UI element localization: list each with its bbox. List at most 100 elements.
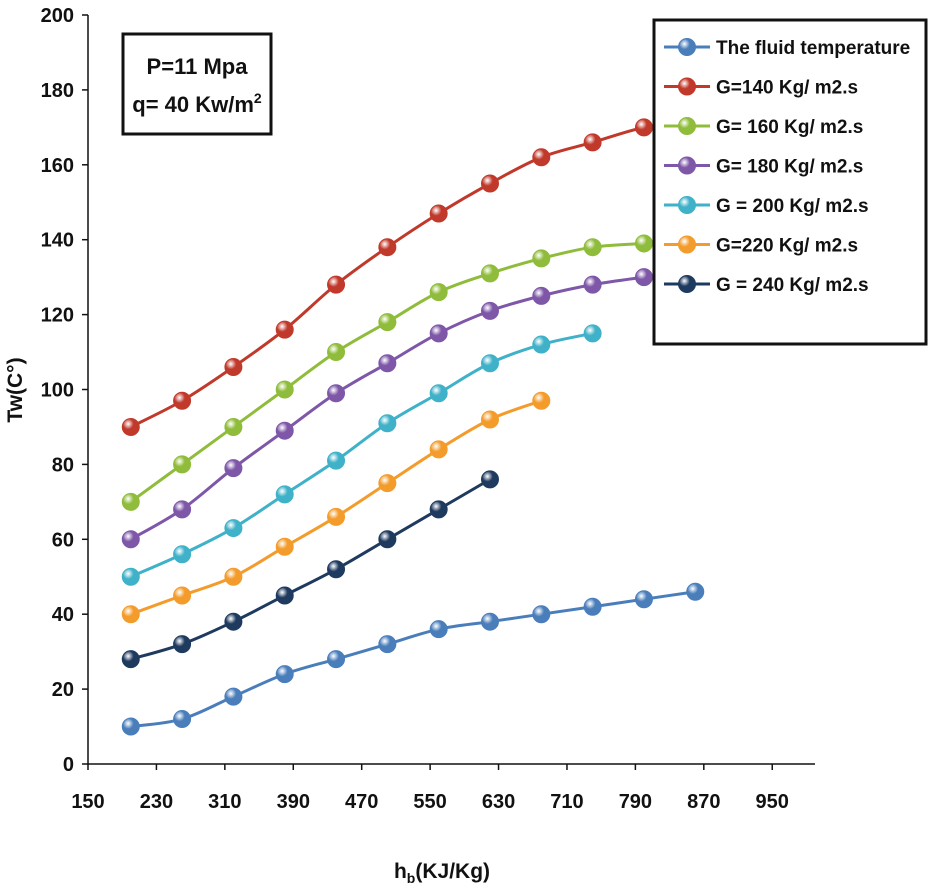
- legend-marker: [678, 38, 696, 56]
- legend-entry: G= 180 Kg/ m2.s: [664, 156, 863, 178]
- y-tick-label: 0: [63, 754, 74, 776]
- axes: 0 20 40 60 80 100 120 140 160 180 200 150 230 310 390…: [41, 5, 815, 813]
- data-point: [378, 530, 397, 549]
- data-point: [378, 354, 397, 373]
- data-point: [121, 492, 140, 511]
- data-point: [634, 268, 653, 287]
- legend-marker: [678, 235, 696, 254]
- data-point: [634, 118, 653, 137]
- series-group: [121, 391, 551, 624]
- data-point: [173, 391, 192, 410]
- legend-label: G = 200 Kg/ m2.s: [716, 196, 869, 217]
- data-point: [224, 459, 243, 478]
- series-line: [129, 241, 645, 504]
- y-tick-label: 100: [41, 380, 74, 402]
- data-point: [480, 174, 499, 193]
- y-tick-label: 80: [52, 454, 74, 476]
- data-point: [532, 335, 551, 354]
- annotation-heat-flux: q= 40 Kw/m2: [132, 90, 262, 117]
- legend-entry: G = 240 Kg/ m2.s: [664, 275, 869, 296]
- y-tick-label: 40: [52, 604, 74, 626]
- data-point: [583, 238, 602, 257]
- data-point: [327, 275, 346, 294]
- series-line: [130, 331, 593, 579]
- x-tick-label: 790: [619, 791, 652, 813]
- annotation-frame: [121, 32, 273, 136]
- y-tick-label: 20: [52, 679, 74, 701]
- x-tick-label: 230: [140, 791, 173, 813]
- series-group: [121, 234, 653, 511]
- x-axis-title-main: h: [394, 860, 407, 883]
- data-point: [429, 440, 448, 459]
- y-tick-label: 60: [52, 529, 74, 551]
- legend-marker: [678, 275, 696, 293]
- data-point: [583, 275, 602, 294]
- legend-label: G= 180 Kg/ m2.s: [716, 157, 863, 178]
- data-point: [378, 313, 397, 332]
- legend-label: G= 160 Kg/ m2.s: [716, 117, 863, 138]
- data-point: [583, 597, 602, 616]
- y-tick-label: 140: [41, 230, 74, 252]
- series-line: [130, 118, 696, 429]
- data-point: [327, 384, 346, 403]
- legend-marker: [678, 196, 696, 214]
- annotation-heat-flux-main: q= 40 Kw/m: [132, 92, 254, 117]
- y-tick-label: 160: [41, 155, 74, 177]
- legend-entry: G= 160 Kg/ m2.s: [664, 117, 863, 138]
- x-tick-label: 390: [277, 791, 310, 813]
- annotation-box: P=11 Mpa q= 40 Kw/m2: [121, 32, 273, 136]
- legend-frame: [652, 18, 928, 346]
- legend-marker: [678, 77, 696, 96]
- x-axis-title-rest: (KJ/Kg): [415, 860, 490, 883]
- legend-label: G=220 Kg/ m2.s: [716, 236, 858, 257]
- data-point: [173, 586, 192, 605]
- data-point: [583, 133, 602, 152]
- x-tick-label: 630: [482, 791, 515, 813]
- data-point: [224, 519, 243, 538]
- data-point: [121, 717, 140, 736]
- data-point: [583, 324, 602, 343]
- data-point: [327, 560, 346, 579]
- annotation-heat-flux-sup: 2: [254, 90, 262, 106]
- x-ticks: 150 230 310 390 470 550 630 710 790 870 950: [71, 764, 789, 813]
- data-point: [429, 283, 448, 302]
- y-tick-label: 200: [41, 5, 74, 27]
- data-point: [275, 537, 294, 556]
- x-tick-label: 150: [71, 791, 104, 813]
- legend-marker: [678, 156, 696, 175]
- data-point: [173, 635, 192, 654]
- y-axis-title: Tw(C°): [4, 357, 27, 422]
- data-point: [634, 234, 653, 253]
- data-point: [429, 204, 448, 223]
- data-point: [429, 384, 448, 403]
- data-point: [275, 586, 294, 605]
- data-point: [480, 301, 499, 320]
- data-point: [480, 354, 499, 373]
- x-axis-title: hb(KJ/Kg): [394, 860, 490, 886]
- data-point: [429, 500, 448, 519]
- y-tick-label: 180: [41, 80, 74, 102]
- legend-entry: The fluid temperature: [664, 38, 910, 59]
- data-point: [173, 500, 192, 519]
- data-point: [275, 380, 294, 399]
- data-point: [532, 249, 551, 268]
- data-point: [480, 410, 499, 429]
- data-point: [378, 238, 397, 257]
- legend-entry: G = 200 Kg/ m2.s: [664, 196, 869, 217]
- data-point: [634, 590, 653, 609]
- series-group: [121, 324, 602, 586]
- legend-entry: G=140 Kg/ m2.s: [664, 77, 858, 99]
- data-point: [121, 417, 140, 436]
- data-point: [532, 391, 551, 410]
- data-point: [173, 545, 192, 564]
- series-group: [121, 582, 705, 736]
- data-point: [378, 474, 397, 493]
- data-point: [429, 620, 448, 639]
- series-layer: [121, 110, 705, 736]
- data-point: [480, 612, 499, 631]
- data-point: [327, 451, 346, 470]
- data-point: [121, 567, 140, 586]
- data-point: [275, 421, 294, 440]
- series-group: [121, 110, 705, 436]
